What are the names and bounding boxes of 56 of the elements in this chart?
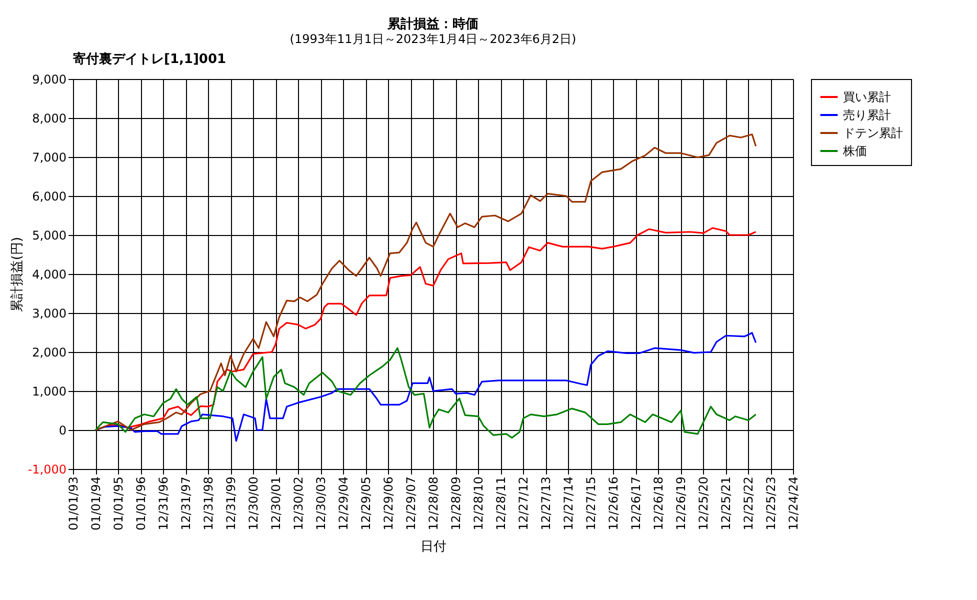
x-tick-label: 12/31/96 bbox=[156, 476, 170, 530]
y-tick-label: 5,000 bbox=[32, 228, 66, 242]
legend-label: 株価 bbox=[842, 144, 867, 158]
y-tick-label: 9,000 bbox=[32, 72, 66, 86]
x-tick-label: 12/28/11 bbox=[494, 476, 508, 530]
x-tick-label: 01/01/93 bbox=[66, 476, 80, 530]
x-axis-title: 日付 bbox=[420, 539, 446, 554]
y-tick-label: 3,000 bbox=[32, 306, 66, 320]
x-tick-label: 01/01/96 bbox=[134, 476, 148, 530]
x-tick-label: 12/27/12 bbox=[516, 476, 530, 530]
chart-subtitle: (1993年11月1日～2023年1月4日～2023年6月2日) bbox=[290, 32, 576, 46]
x-tick-label: 12/25/20 bbox=[696, 476, 710, 530]
x-tick-label: 12/31/97 bbox=[179, 476, 193, 530]
x-tick-label: 12/29/04 bbox=[336, 476, 350, 530]
x-tick-label: 12/26/18 bbox=[652, 476, 666, 530]
y-tick-label: 1,000 bbox=[32, 384, 66, 398]
line-series bbox=[94, 332, 757, 442]
x-tick-label: 12/29/05 bbox=[359, 476, 373, 530]
x-tick-label: 12/25/23 bbox=[764, 476, 778, 530]
x-tick-label: 12/28/09 bbox=[449, 476, 463, 530]
x-tick-label: 12/28/10 bbox=[472, 476, 486, 530]
legend-label: ドテン累計 bbox=[843, 126, 903, 140]
x-tick-label: 12/27/13 bbox=[539, 476, 553, 530]
legend-label: 売り累計 bbox=[843, 108, 891, 122]
x-tick-label: 12/27/14 bbox=[562, 476, 576, 530]
y-tick-label: 2,000 bbox=[32, 346, 66, 360]
x-tick-label: 12/25/21 bbox=[719, 476, 733, 530]
chart-title: 累計損益：時価 bbox=[386, 16, 478, 32]
x-tick-label: 12/26/17 bbox=[629, 476, 643, 530]
x-tick-label: 12/30/02 bbox=[292, 476, 306, 530]
x-tick-label: 12/29/07 bbox=[404, 476, 418, 530]
x-tick-label: 12/24/24 bbox=[786, 476, 800, 530]
y-tick-label: 0 bbox=[58, 424, 66, 438]
x-tick-label: 01/01/95 bbox=[112, 476, 126, 530]
y-tick-label: 6,000 bbox=[32, 190, 66, 204]
x-tick-label: 12/30/03 bbox=[314, 476, 328, 530]
x-tick-label: 12/26/19 bbox=[674, 476, 688, 530]
y-tick-label: 7,000 bbox=[32, 150, 66, 164]
x-tick-label: 12/30/00 bbox=[246, 476, 260, 530]
line-series bbox=[94, 134, 757, 431]
x-tick-label: 12/25/22 bbox=[742, 476, 756, 530]
y-tick-label: 4,000 bbox=[32, 268, 66, 282]
x-tick-label: 12/30/01 bbox=[269, 476, 283, 530]
y-axis-title: 累計損益(円) bbox=[10, 236, 25, 312]
text: 寄付裏デイトレ[1,1]001 bbox=[73, 51, 226, 67]
x-tick-label: 01/01/94 bbox=[89, 476, 103, 530]
x-tick-label: 12/26/16 bbox=[606, 476, 620, 530]
legend-label: 買い累計 bbox=[843, 90, 891, 104]
x-tick-label: 12/27/15 bbox=[584, 476, 598, 530]
line-series bbox=[94, 347, 757, 439]
x-tick-label: 12/31/99 bbox=[224, 476, 238, 530]
y-tick-label: -1,000 bbox=[28, 462, 66, 476]
x-tick-label: 12/31/98 bbox=[202, 476, 216, 530]
x-tick-label: 12/28/08 bbox=[426, 476, 440, 530]
x-tick-label: 12/29/06 bbox=[382, 476, 396, 530]
y-tick-label: 8,000 bbox=[32, 112, 66, 126]
